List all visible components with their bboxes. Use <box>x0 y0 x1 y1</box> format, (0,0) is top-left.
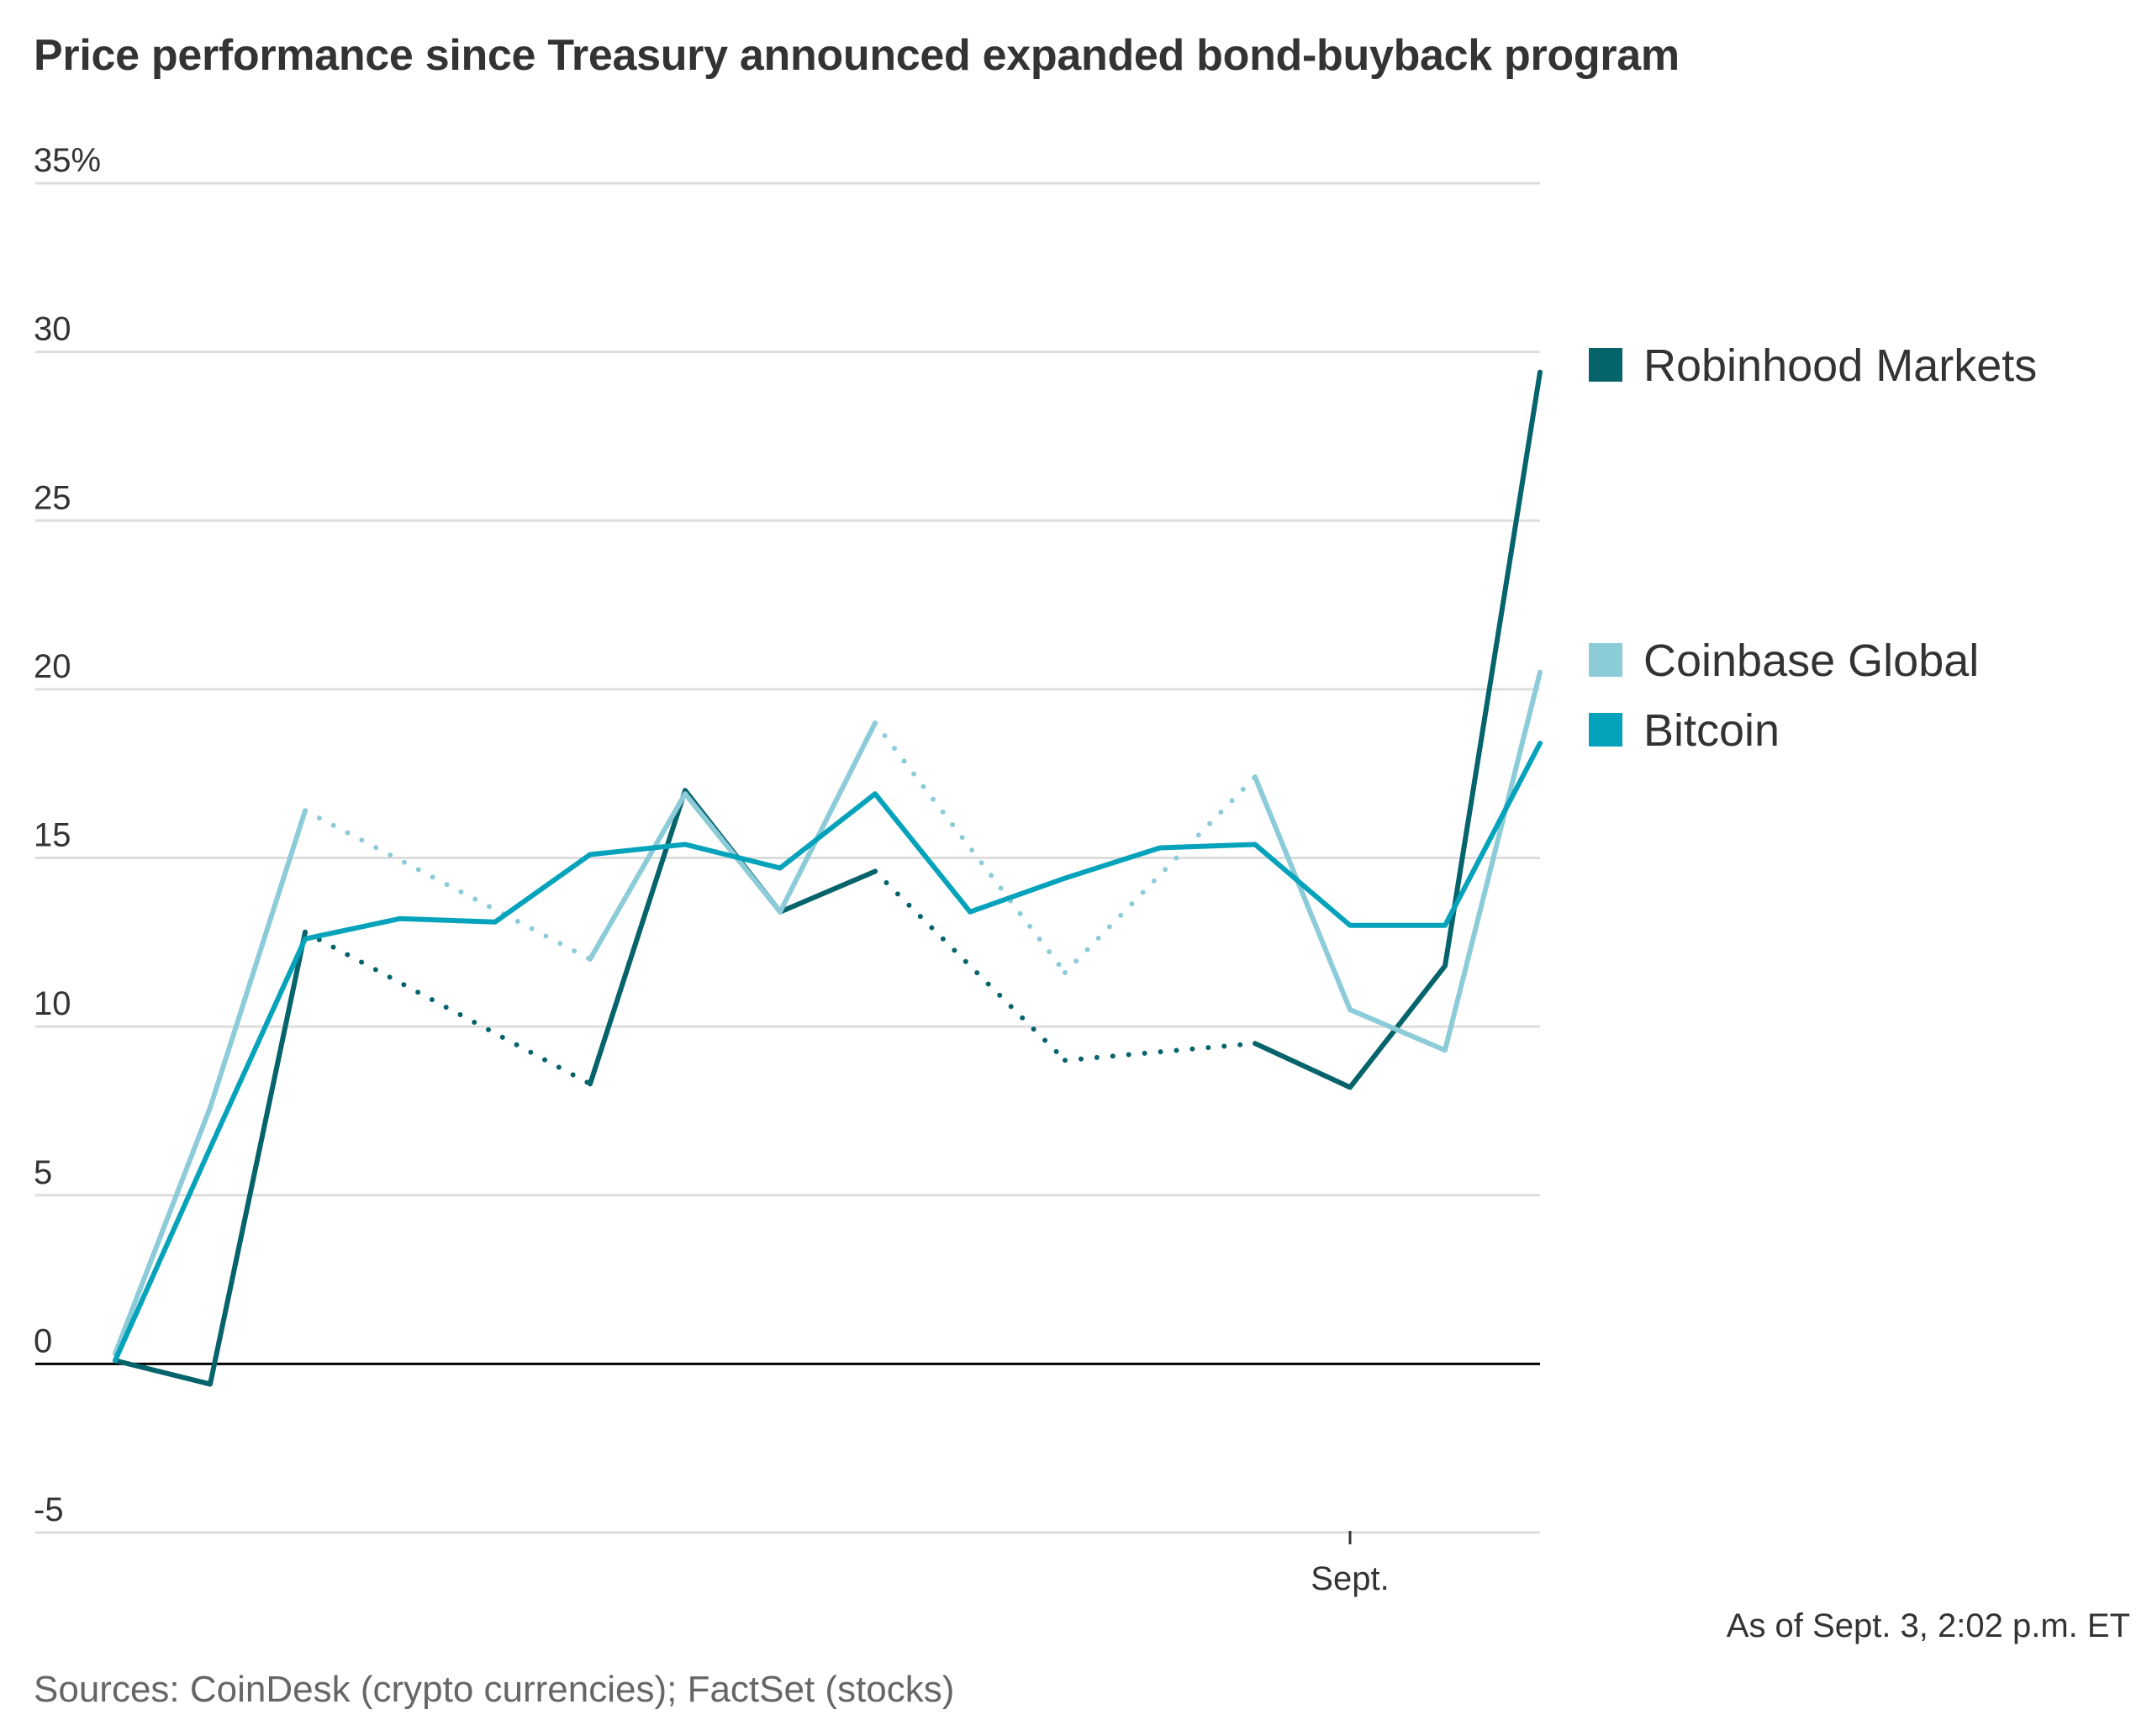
legend-label: Robinhood Markets <box>1643 340 2037 391</box>
y-axis-ticks: 35% 30 25 20 15 10 5 0 -5 <box>34 142 101 1528</box>
series-bitcoin <box>113 741 1543 1364</box>
source-note: Sources: CoinDesk (crypto currencies); F… <box>34 1669 955 1710</box>
gap-connector <box>1063 774 1258 975</box>
series-line <box>588 720 878 962</box>
series-line <box>1253 669 1543 1053</box>
legend-item: Robinhood Markets <box>1589 340 2037 391</box>
gap-connector <box>303 808 593 962</box>
y-tick-label: 15 <box>34 817 71 854</box>
series-line <box>113 929 308 1387</box>
series-line <box>588 788 878 1087</box>
series-line <box>113 808 308 1357</box>
y-tick-label: 10 <box>34 985 71 1022</box>
legend-swatch <box>1589 348 1622 382</box>
legend-label: Bitcoin <box>1643 705 1780 756</box>
y-tick-label: 0 <box>34 1322 52 1359</box>
legend-swatch <box>1589 643 1622 677</box>
y-tick-label: -5 <box>34 1491 64 1528</box>
gap-connector <box>873 868 1068 1063</box>
gap-connector <box>1063 1041 1258 1063</box>
as-of-note: As of Sept. 3, 2:02 p.m. ET <box>1726 1607 2130 1644</box>
legend: Robinhood Markets Coinbase Global Bitcoin <box>1589 340 2037 756</box>
chart-title: Price performance since Treasury announc… <box>34 31 1680 80</box>
gap-connector <box>303 929 593 1087</box>
legend-item: Bitcoin <box>1589 705 1780 756</box>
series-robinhood-markets <box>113 369 1543 1387</box>
y-tick-label: 25 <box>34 479 71 516</box>
series-line <box>113 741 1543 1364</box>
x-tick-label: Sept. <box>1311 1560 1389 1597</box>
series-coinbase-global <box>113 669 1543 1357</box>
x-axis: Sept. <box>1311 1531 1390 1597</box>
gap-connector <box>873 720 1068 975</box>
legend-item: Coinbase Global <box>1589 636 1979 686</box>
grid-lines <box>35 182 1540 1534</box>
legend-swatch <box>1589 713 1622 747</box>
legend-label: Coinbase Global <box>1643 636 1979 686</box>
y-tick-label: 30 <box>34 311 71 348</box>
y-tick-label: 5 <box>34 1154 52 1191</box>
series-line <box>1253 369 1543 1090</box>
y-tick-label: 35% <box>34 142 101 179</box>
series-lines <box>113 369 1543 1387</box>
y-tick-label: 20 <box>34 648 71 685</box>
